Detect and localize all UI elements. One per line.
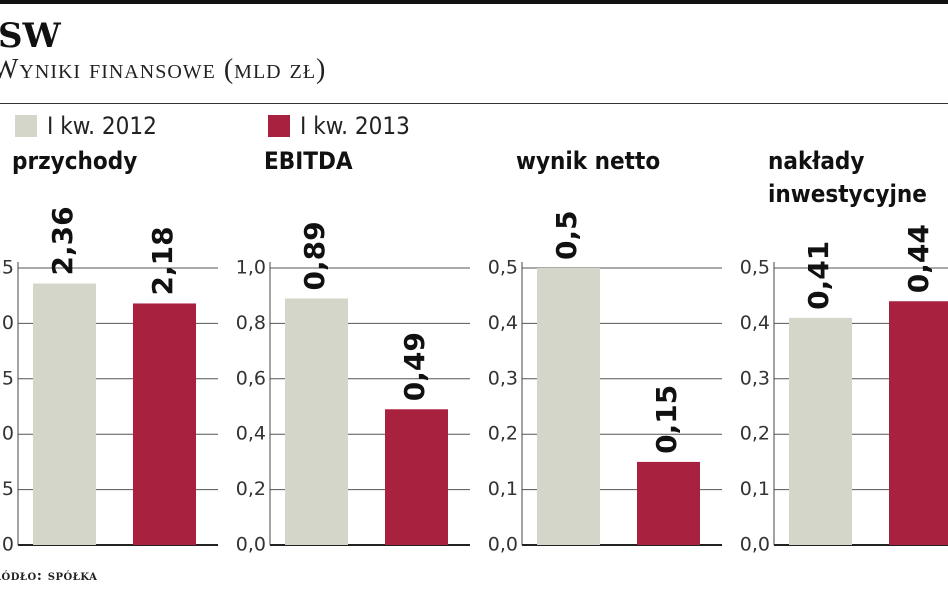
y-tick-label: 0,5: [740, 257, 770, 279]
y-tick-label: 2,0: [0, 312, 14, 334]
chart-title: wynik netto: [516, 147, 661, 175]
y-tick-label: 0,8: [236, 312, 266, 334]
y-tick-label: 0,0: [740, 534, 770, 556]
bar: [33, 283, 96, 545]
y-tick-label: 0,6: [236, 367, 266, 389]
value-label: 2,36: [46, 206, 79, 275]
bar: [133, 303, 196, 545]
legend-label: I kw. 2012: [47, 112, 157, 140]
header-rule: [0, 103, 948, 104]
bar: [637, 461, 700, 545]
y-tick-label: 0,4: [740, 312, 770, 334]
y-tick-label: 0,4: [488, 312, 518, 334]
y-tick-label: 0,5: [0, 478, 14, 500]
y-tick-label: 2,5: [0, 257, 14, 279]
y-tick-label: 0,1: [488, 478, 518, 500]
bar: [889, 301, 948, 545]
y-tick-label: 0,1: [740, 478, 770, 500]
value-label: 2,18: [146, 226, 179, 295]
legend-swatch: [268, 115, 290, 137]
value-label: 0,5: [550, 210, 583, 260]
y-tick-label: 0,2: [740, 423, 770, 445]
y-tick-label: 1,5: [0, 367, 14, 389]
y-tick-label: 1,0: [236, 257, 266, 279]
y-tick-label: 0,3: [488, 367, 518, 389]
legend-label: I kw. 2013: [300, 112, 410, 140]
source: Źródło: spółka: [0, 568, 98, 584]
value-label: 0,15: [650, 385, 683, 454]
value-label: 0,44: [902, 224, 935, 293]
chart-title: nakłady inwestycyjne: [768, 147, 927, 208]
chart-title: EBITDA: [264, 147, 353, 175]
y-tick-label: 0,2: [236, 478, 266, 500]
y-tick-label: 0,0: [488, 534, 518, 556]
y-tick-label: 0,0: [236, 534, 266, 556]
top-rule: [0, 0, 948, 4]
bar: [537, 268, 600, 545]
y-tick-label: 1,0: [0, 423, 14, 445]
y-tick-label: 0,3: [740, 367, 770, 389]
legend-swatch: [15, 115, 37, 137]
bar: [285, 298, 348, 545]
bar: [385, 409, 448, 545]
y-tick-label: 0,4: [236, 423, 266, 445]
subtitle: Wyniki finansowe (mld zł): [0, 54, 327, 85]
y-tick-label: 0,0: [0, 534, 14, 556]
chart-title: przychody: [12, 147, 138, 175]
title: SW: [0, 16, 61, 56]
value-label: 0,41: [802, 241, 835, 310]
bar: [789, 317, 852, 545]
y-tick-label: 0,5: [488, 257, 518, 279]
y-tick-label: 0,2: [488, 423, 518, 445]
value-label: 0,49: [398, 332, 431, 401]
value-label: 0,89: [298, 221, 331, 290]
